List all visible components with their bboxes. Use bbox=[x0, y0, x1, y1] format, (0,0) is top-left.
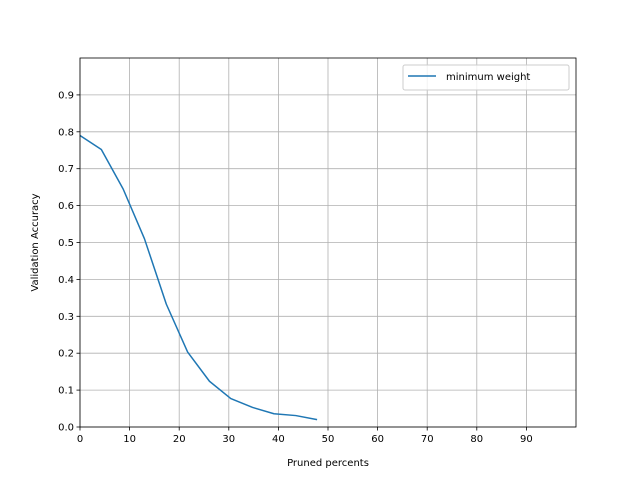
series-line bbox=[79, 134, 318, 421]
y-axis-label: Validation Accuracy bbox=[30, 193, 41, 291]
y-tick-label: 0.9 bbox=[58, 90, 74, 101]
y-tick-label: 0.6 bbox=[58, 201, 74, 212]
legend: minimum weight bbox=[402, 64, 570, 91]
x-tick-label: 10 bbox=[123, 434, 136, 445]
x-tick-label: 40 bbox=[272, 434, 285, 445]
legend-label: minimum weight bbox=[446, 72, 530, 83]
x-tick-label: 80 bbox=[470, 434, 483, 445]
legend-box bbox=[402, 64, 570, 91]
x-tick-label: 50 bbox=[322, 434, 335, 445]
y-tick-label: 0.8 bbox=[58, 127, 74, 138]
y-tick-label: 0.3 bbox=[58, 312, 74, 323]
x-tick-label: 60 bbox=[371, 434, 384, 445]
x-tick-label: 90 bbox=[520, 434, 533, 445]
x-tick-label: 30 bbox=[222, 434, 235, 445]
y-tick-label: 0.5 bbox=[58, 238, 74, 249]
series-layer bbox=[79, 134, 318, 421]
x-tick-label: 0 bbox=[77, 434, 83, 445]
y-tick-label: 0.1 bbox=[58, 386, 74, 397]
y-tick-label: 0.2 bbox=[58, 349, 74, 360]
y-tick-label: 0.4 bbox=[58, 275, 74, 286]
x-axis: 0 10 20 30 40 50 60 70 80 90 bbox=[77, 427, 533, 445]
y-tick-label: 0.7 bbox=[58, 164, 74, 175]
x-axis-label: Pruned percents bbox=[287, 458, 369, 469]
y-tick-label: 0.0 bbox=[58, 423, 74, 434]
x-tick-label: 20 bbox=[173, 434, 186, 445]
grid bbox=[79, 58, 576, 428]
x-tick-label: 70 bbox=[421, 434, 434, 445]
y-axis: 0.0 0.1 0.2 0.3 0.4 0.5 0.6 0.7 0.8 0.9 bbox=[58, 90, 80, 434]
